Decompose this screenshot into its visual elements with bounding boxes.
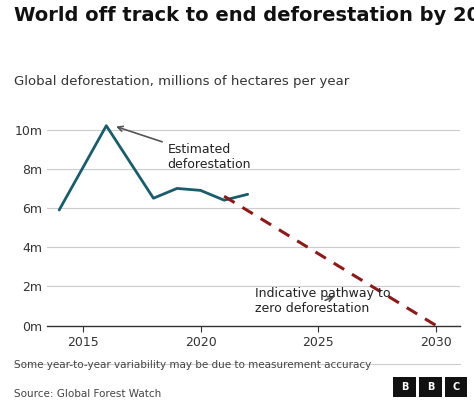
Text: Global deforestation, millions of hectares per year: Global deforestation, millions of hectar… xyxy=(14,75,349,88)
Text: B: B xyxy=(401,382,409,392)
Text: B: B xyxy=(427,382,434,392)
Text: World off track to end deforestation by 2030: World off track to end deforestation by … xyxy=(14,6,474,25)
Text: Estimated
deforestation: Estimated deforestation xyxy=(118,126,251,171)
Text: Some year-to-year variability may be due to measurement accuracy: Some year-to-year variability may be due… xyxy=(14,360,372,370)
Text: Indicative pathway to
zero deforestation: Indicative pathway to zero deforestation xyxy=(255,287,390,315)
Text: C: C xyxy=(452,382,460,392)
Text: Source: Global Forest Watch: Source: Global Forest Watch xyxy=(14,389,162,399)
